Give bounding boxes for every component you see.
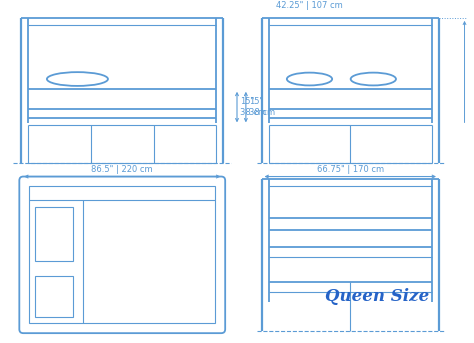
- Text: 15"
38 cm: 15" 38 cm: [249, 97, 275, 117]
- Bar: [35, 207, 73, 261]
- Text: 15"
38 cm: 15" 38 cm: [240, 97, 266, 117]
- Bar: [29, 186, 215, 323]
- Bar: [35, 276, 73, 317]
- Text: Queen Size: Queen Size: [325, 288, 429, 305]
- Text: 42.25" | 107 cm: 42.25" | 107 cm: [276, 1, 343, 10]
- Text: 86.5" | 220 cm: 86.5" | 220 cm: [91, 165, 153, 174]
- Text: 66.75" | 170 cm: 66.75" | 170 cm: [317, 165, 384, 174]
